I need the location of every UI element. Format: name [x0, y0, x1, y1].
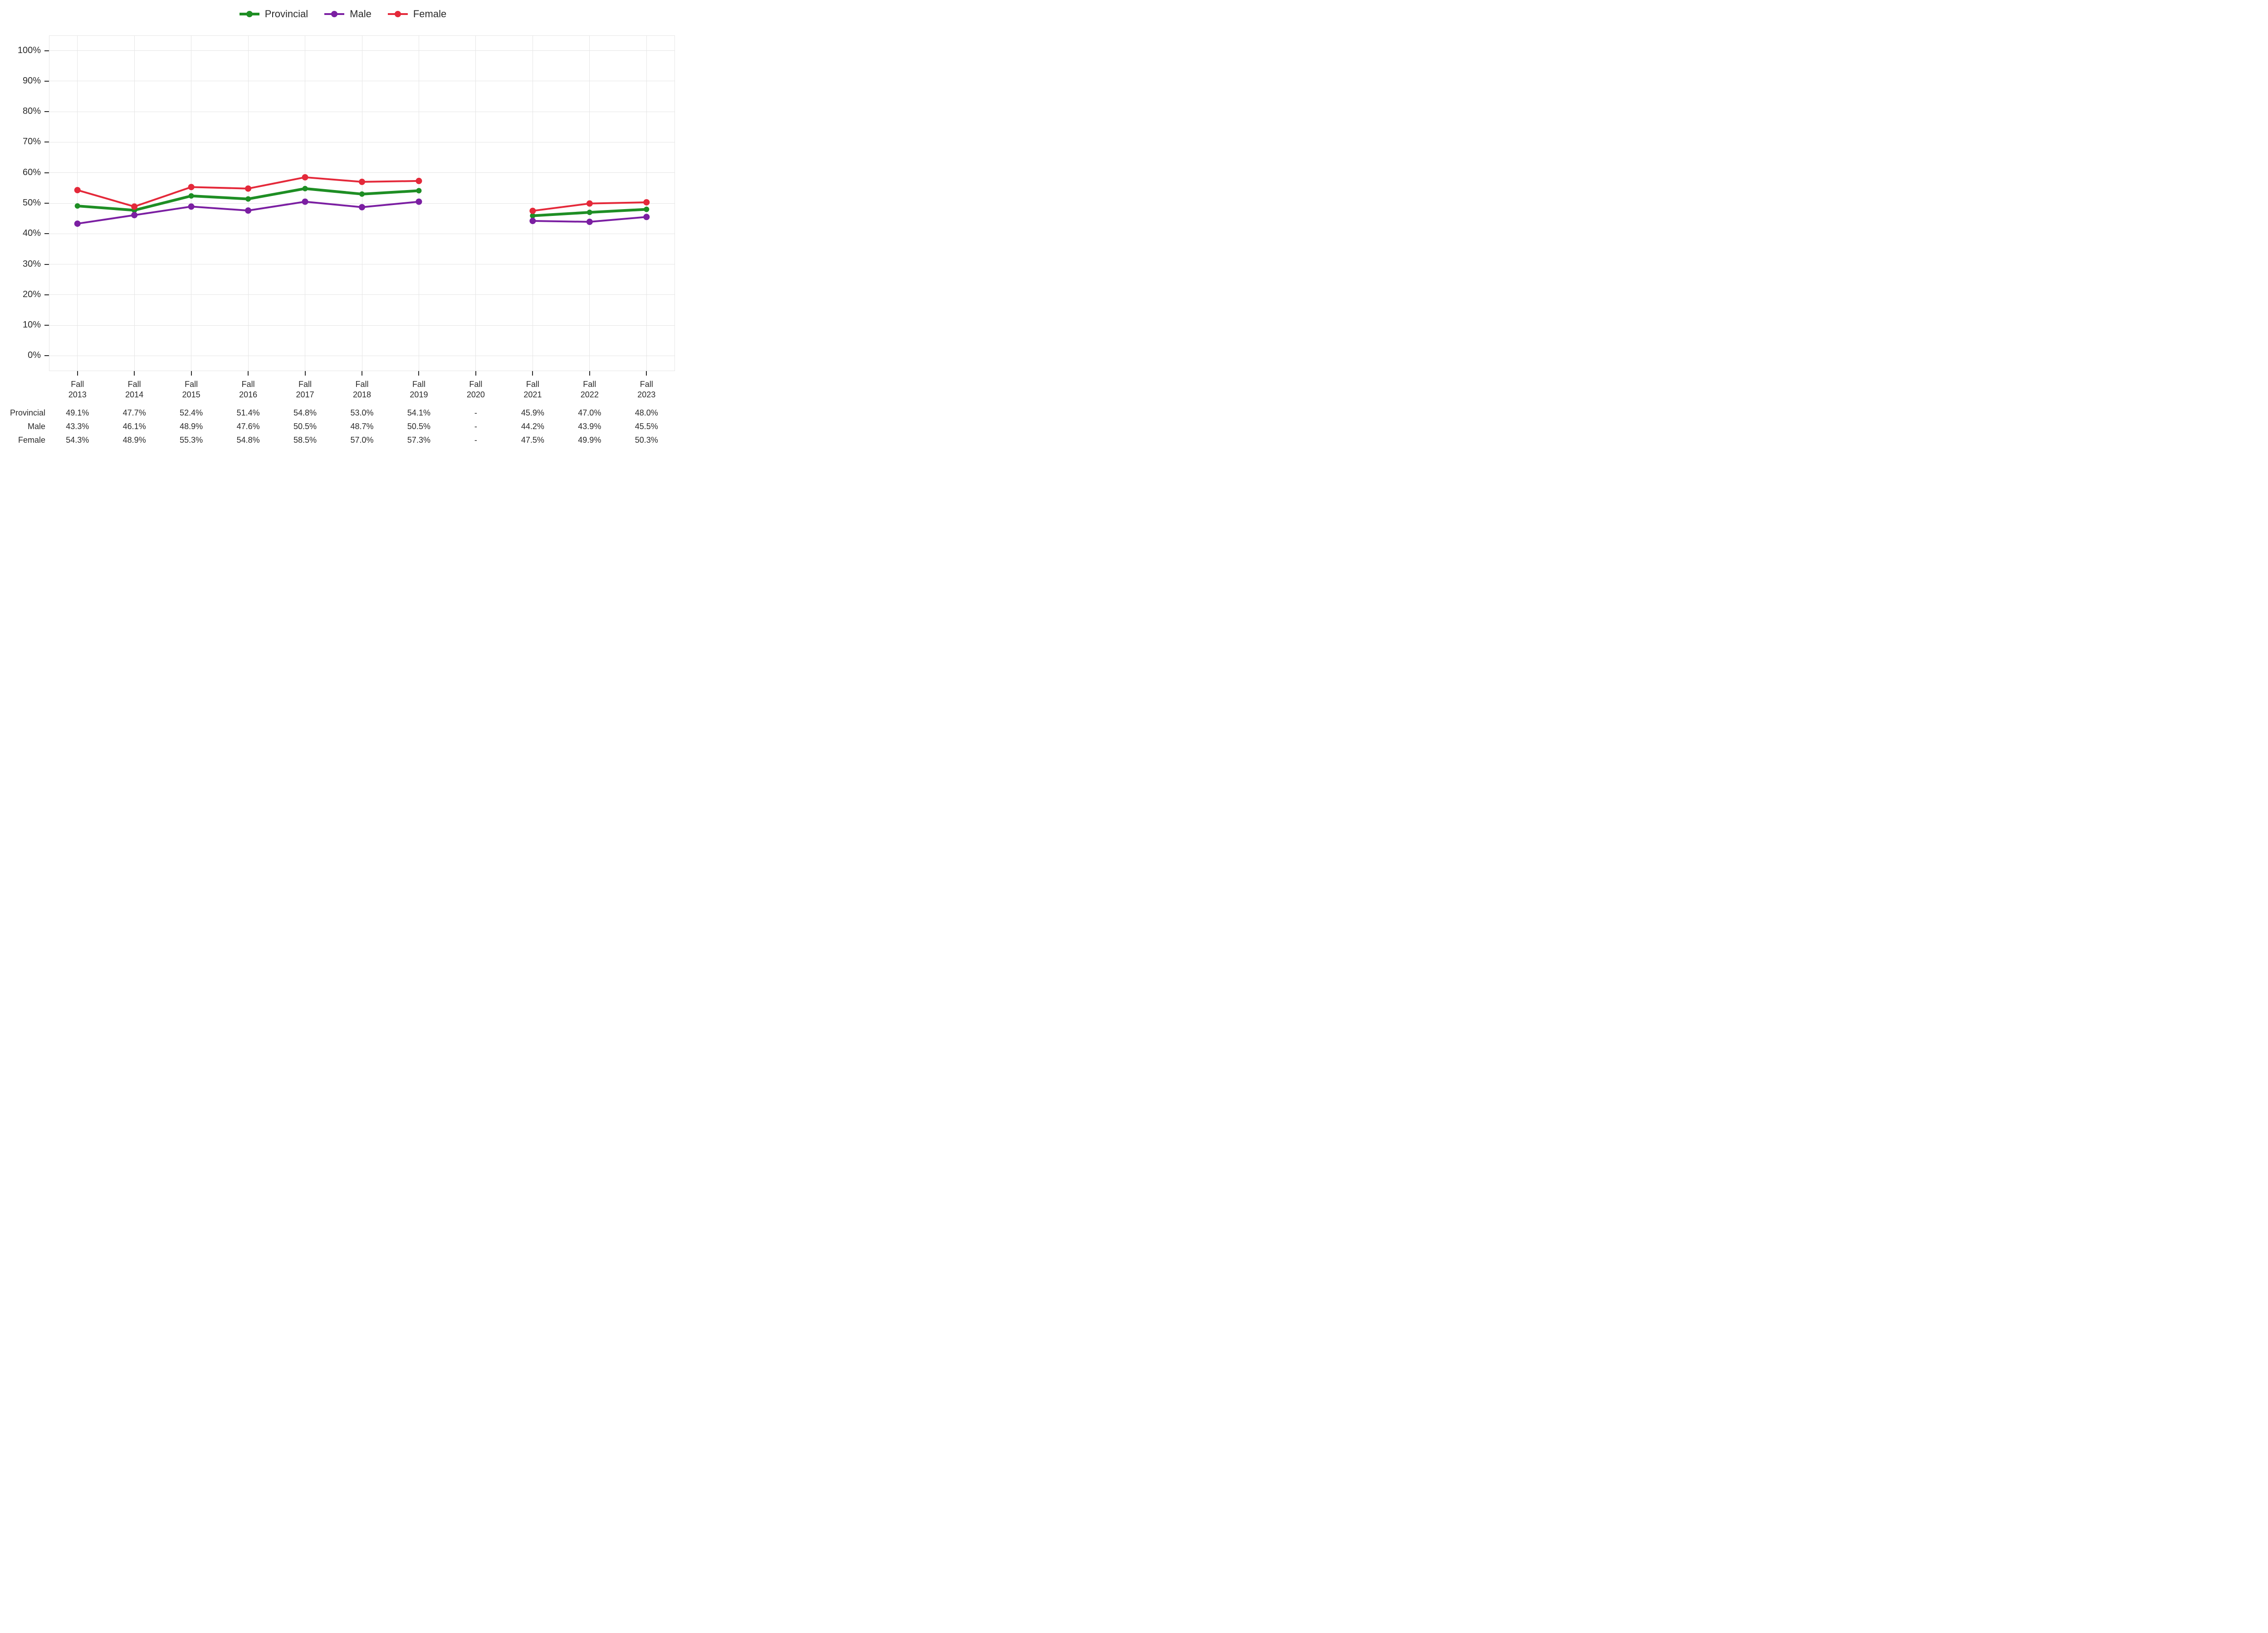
- series-marker-provincial[interactable]: [644, 206, 649, 212]
- table-cell: 47.6%: [220, 422, 276, 431]
- series-marker-male[interactable]: [74, 220, 81, 227]
- table-cell: 49.1%: [49, 408, 106, 418]
- series-marker-male[interactable]: [529, 218, 536, 224]
- series-marker-female[interactable]: [587, 200, 593, 207]
- series-marker-male[interactable]: [359, 204, 365, 210]
- table-row-label-male: Male: [0, 422, 45, 431]
- table-cell: 54.8%: [277, 408, 333, 418]
- table-cell: 48.9%: [106, 435, 162, 445]
- series-marker-male[interactable]: [245, 207, 251, 214]
- table-row-label-provincial: Provincial: [0, 408, 45, 418]
- series-marker-provincial[interactable]: [75, 203, 80, 209]
- table-cell: 53.0%: [333, 408, 390, 418]
- table-cell: 54.8%: [220, 435, 276, 445]
- series-marker-provincial[interactable]: [303, 186, 308, 191]
- table-cell: 43.9%: [561, 422, 618, 431]
- table-cell: 49.9%: [561, 435, 618, 445]
- series-marker-provincial[interactable]: [189, 193, 194, 199]
- table-cell: 43.3%: [49, 422, 106, 431]
- table-cell: 58.5%: [277, 435, 333, 445]
- table-cell: 54.1%: [391, 408, 447, 418]
- table-cell: 45.5%: [618, 422, 675, 431]
- series-marker-female[interactable]: [359, 179, 365, 185]
- series-marker-provincial[interactable]: [416, 188, 421, 193]
- table-cell: 52.4%: [163, 408, 220, 418]
- table-cell: 47.5%: [504, 435, 561, 445]
- series-marker-female[interactable]: [643, 199, 650, 205]
- series-marker-provincial[interactable]: [245, 196, 251, 202]
- chart-container: ProvincialMaleFemale0%10%20%30%40%50%60%…: [0, 0, 686, 490]
- table-cell: 50.3%: [618, 435, 675, 445]
- table-cell: 48.0%: [618, 408, 675, 418]
- series-marker-male[interactable]: [415, 199, 422, 205]
- series-marker-female[interactable]: [529, 208, 536, 214]
- table-cell: 54.3%: [49, 435, 106, 445]
- series-marker-provincial[interactable]: [587, 210, 592, 215]
- table-cell: 45.9%: [504, 408, 561, 418]
- table-cell: 47.7%: [106, 408, 162, 418]
- table-cell: 57.3%: [391, 435, 447, 445]
- series-marker-male[interactable]: [188, 203, 195, 210]
- table-cell: 57.0%: [333, 435, 390, 445]
- table-cell: -: [447, 422, 504, 431]
- series-marker-female[interactable]: [245, 186, 251, 192]
- series-marker-male[interactable]: [587, 219, 593, 225]
- series-marker-female[interactable]: [415, 178, 422, 184]
- table-cell: 50.5%: [391, 422, 447, 431]
- table-cell: 46.1%: [106, 422, 162, 431]
- table-cell: -: [447, 408, 504, 418]
- table-cell: 44.2%: [504, 422, 561, 431]
- series-marker-female[interactable]: [74, 187, 81, 193]
- series-marker-female[interactable]: [131, 203, 137, 210]
- series-marker-provincial[interactable]: [359, 191, 365, 197]
- table-cell: -: [447, 435, 504, 445]
- series-marker-male[interactable]: [643, 214, 650, 220]
- series-marker-female[interactable]: [302, 174, 308, 181]
- table-row-label-female: Female: [0, 435, 45, 445]
- series-marker-male[interactable]: [131, 212, 137, 218]
- series-marker-male[interactable]: [302, 199, 308, 205]
- table-cell: 48.7%: [333, 422, 390, 431]
- table-cell: 50.5%: [277, 422, 333, 431]
- table-cell: 55.3%: [163, 435, 220, 445]
- table-cell: 48.9%: [163, 422, 220, 431]
- table-cell: 51.4%: [220, 408, 276, 418]
- series-marker-female[interactable]: [188, 184, 195, 190]
- table-cell: 47.0%: [561, 408, 618, 418]
